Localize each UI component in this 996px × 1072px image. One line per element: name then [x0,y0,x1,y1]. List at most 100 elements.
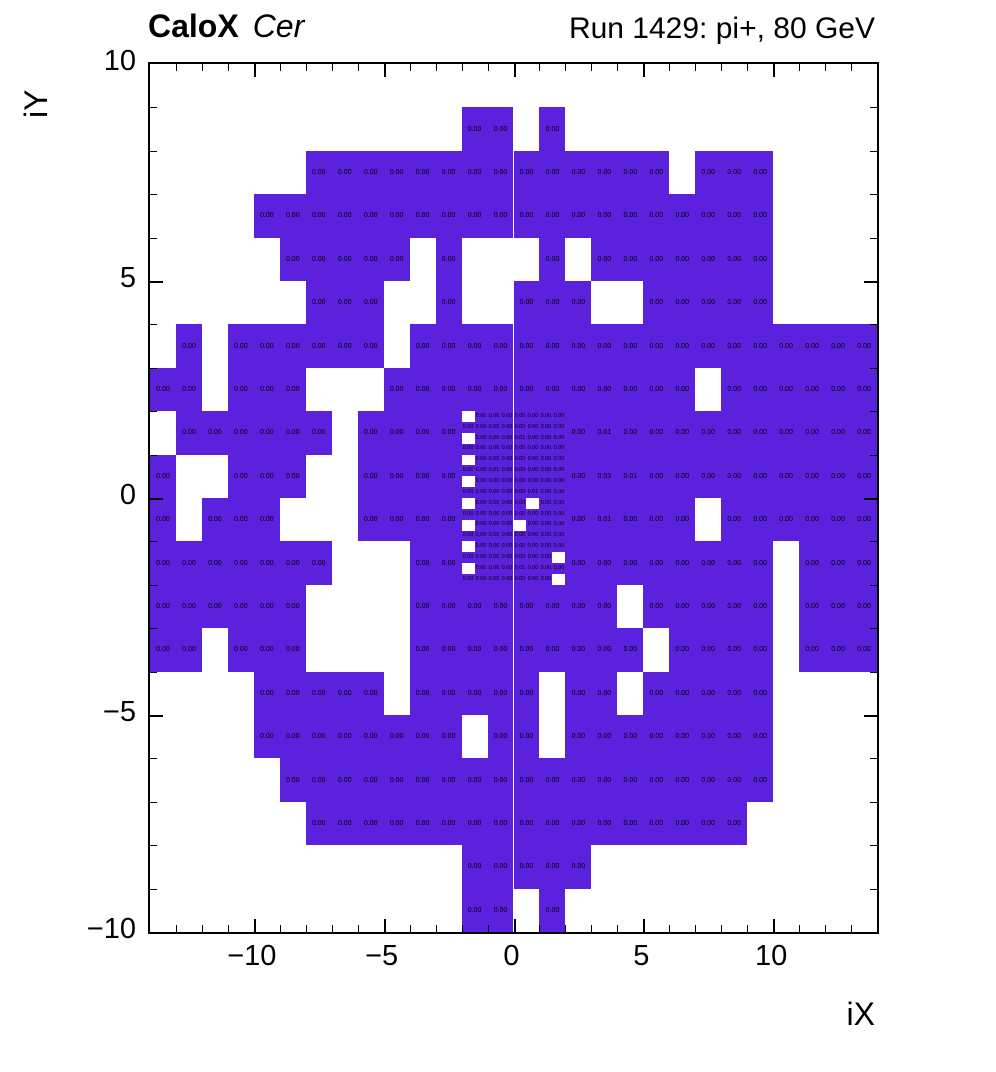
heatmap-cell: 0.00 [565,324,592,368]
heatmap-cell: 0.00 [825,584,852,629]
heatmap-cell: 0.00 [500,508,514,520]
heatmap-cell: 0.00 [591,584,618,629]
heatmap-cell: 0.00 [331,150,358,195]
heatmap-cell: 0.00 [279,411,306,455]
heatmap-cell: 0.00 [526,432,540,444]
heatmap-cell: 0.00 [799,541,826,585]
heatmap-cell: 0.00 [617,715,644,759]
axis-tick [150,584,157,586]
heatmap-cell: 0.00 [669,367,696,412]
axis-tick [279,64,281,71]
axis-tick [870,671,877,673]
axis-tick [799,64,801,71]
heatmap-cell: 0.00 [461,552,475,564]
axis-tick [851,925,853,932]
heatmap-cell: 0.00 [331,671,358,715]
heatmap-cell: 0.00 [474,519,488,531]
heatmap-cell: 0.00 [331,324,358,368]
axis-tick [331,925,333,932]
heatmap-cell: 0.00 [825,367,852,412]
x-tick-label: −5 [365,940,399,972]
heatmap-cell: 0.00 [513,845,540,889]
heatmap-cell: 0.00 [695,758,722,802]
axis-tick [864,715,877,717]
heatmap-cell: 0.00 [487,584,514,629]
heatmap-cell: 0.00 [435,758,462,802]
heatmap-cell: 0.00 [669,411,696,455]
heatmap-cell: 0.00 [279,584,306,629]
heatmap-cell: 0.00 [383,454,410,498]
heatmap-cell: 0.00 [825,628,852,672]
heatmap-cell: 0.00 [799,454,826,498]
heatmap-cell: 0.00 [435,281,462,325]
heatmap-cell: 0.01 [513,563,527,574]
axis-tick [870,758,877,760]
heatmap-cell: 0.00 [747,454,774,498]
heatmap-cell: 0.00 [513,281,540,325]
heatmap-cell: 0.00 [201,411,228,455]
heatmap-cell: 0.00 [435,324,462,368]
axis-tick [695,925,697,932]
axis-tick [565,925,567,932]
heatmap-cell: 0.00 [474,476,488,488]
axis-tick [870,324,877,326]
heatmap-cell: 0.00 [513,715,540,759]
heatmap-cell: 0.00 [513,443,527,455]
heatmap-cell: 0.00 [487,454,501,466]
heatmap-cell: 0.00 [539,573,553,585]
axis-tick [409,925,411,932]
heatmap-cell: 0.00 [526,519,540,531]
heatmap-cell: 0.00 [474,530,488,542]
heatmap-cell: 0.00 [150,541,176,585]
heatmap-cell: 0.00 [539,498,553,509]
heatmap-cell: 0.00 [591,367,618,412]
heatmap-cell: 0.00 [513,411,527,423]
heatmap-cell: 0.00 [357,281,384,325]
heatmap-cell: 0.00 [539,758,566,802]
heatmap-cell: 0.00 [513,628,540,672]
heatmap-cell: 0.00 [435,671,462,715]
heatmap-cell: 0.00 [487,758,514,802]
heatmap-cell: 0.00 [721,237,748,281]
heatmap-cell: 0.00 [721,498,748,542]
axis-tick [799,925,801,932]
heatmap-cell: 0.00 [487,367,514,412]
heatmap-cell: 0.00 [500,422,514,433]
axis-tick [870,194,877,196]
axis-tick [461,64,463,71]
heatmap-cell: 0.00 [279,671,306,715]
heatmap-cell: 0.00 [851,454,877,498]
heatmap-cell: 0.00 [474,454,488,466]
heatmap-cell: 0.00 [383,498,410,542]
heatmap-cell: 0.00 [461,628,488,672]
heatmap-cell: 0.00 [513,573,527,585]
heatmap-cell: 0.00 [539,584,566,629]
heatmap-cell: 0.00 [175,367,202,412]
heatmap-cell: 0.00 [617,498,644,542]
axis-tick [870,237,877,239]
heatmap-cell: 0.00 [474,541,488,553]
y-tick-label: −5 [102,696,136,728]
heatmap-cell: 0.00 [617,758,644,802]
heatmap-cell: 0.00 [799,628,826,672]
heatmap-cell: 0.00 [773,367,800,412]
heatmap-cell: 0.00 [747,758,774,802]
axis-tick [669,925,671,932]
heatmap-cell: 0.00 [591,628,618,672]
heatmap-cell: 0.00 [513,584,540,629]
heatmap-cell: 0.00 [279,194,306,238]
heatmap-cell: 0.00 [500,443,514,455]
heatmap-cell: 0.00 [565,454,592,498]
heatmap-cell: 0.00 [474,508,488,520]
heatmap-cell: 0.00 [565,671,592,715]
heatmap-cell: 0.00 [279,541,306,585]
heatmap-cell: 0.00 [474,552,488,564]
heatmap-cell: 0.00 [539,324,566,368]
heatmap-cell: 0.00 [487,552,501,564]
heatmap-cell: 0.00 [357,715,384,759]
heatmap-cell: 0.00 [721,628,748,672]
heatmap-cell: 0.00 [461,107,488,151]
heatmap-cell: 0.00 [539,801,566,846]
heatmap-cell: 0.00 [799,411,826,455]
heatmap-cell: 0.00 [539,487,553,498]
